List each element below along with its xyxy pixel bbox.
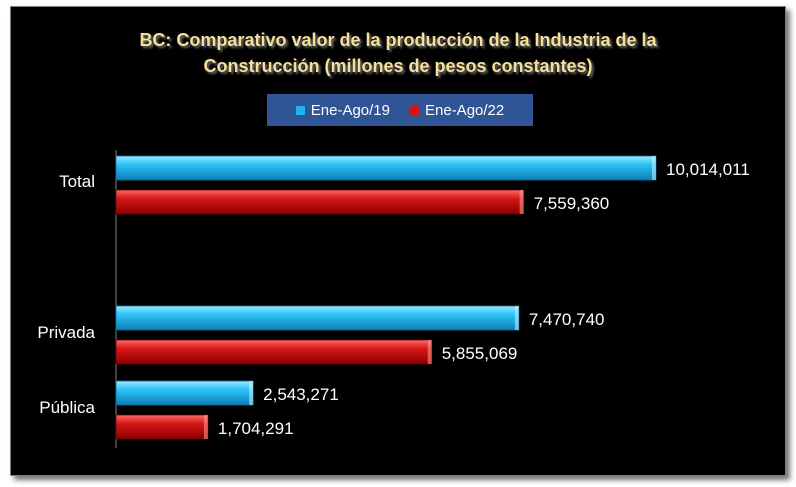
legend-item-series-1: Ene-Ago/19 <box>295 101 390 119</box>
legend-label-series-2: Ene-Ago/22 <box>425 101 505 119</box>
category-label-pblica: Pública <box>39 398 95 417</box>
chart-legend: Ene-Ago/19 Ene-Ago/22 <box>267 94 533 126</box>
bar-end-cap <box>427 340 432 364</box>
bar-end-cap <box>203 415 208 439</box>
data-label-1-privada: 7,470,740 <box>529 310 605 329</box>
bar-1-pblica <box>115 380 254 406</box>
chart-title-line-1: BC: Comparativo valor de la producción d… <box>139 30 657 50</box>
category-label-total: Total <box>59 172 95 191</box>
bar-end-cap <box>519 190 524 214</box>
bar-2-privada <box>115 339 433 365</box>
chart-title-line-2: Construcción (millones de pesos constant… <box>203 56 593 76</box>
category-label-privada: Privada <box>37 323 95 342</box>
bar-1-privada <box>115 305 520 331</box>
data-label-2-privada: 5,855,069 <box>442 344 518 363</box>
legend-swatch-series-1 <box>295 105 305 115</box>
legend-item-series-2: Ene-Ago/22 <box>410 102 504 119</box>
data-label-2-total: 7,559,360 <box>534 194 610 213</box>
chart-title: BC: Comparativo valor de la producción d… <box>11 27 785 79</box>
data-label-2-pblica: 1,704,291 <box>218 419 294 438</box>
bar-2-pblica <box>115 414 209 440</box>
legend-label-series-1: Ene-Ago/19 <box>310 101 390 119</box>
bar-end-cap <box>249 381 254 405</box>
bar-end-cap <box>652 156 656 180</box>
legend-swatch-series-2 <box>410 105 419 115</box>
data-label-1-pblica: 2,543,271 <box>263 385 339 404</box>
bar-2-total <box>115 189 525 215</box>
bar-end-cap <box>514 306 519 330</box>
bar-1-total <box>115 155 657 181</box>
data-label-1-total: 10,014,011 <box>666 160 750 179</box>
